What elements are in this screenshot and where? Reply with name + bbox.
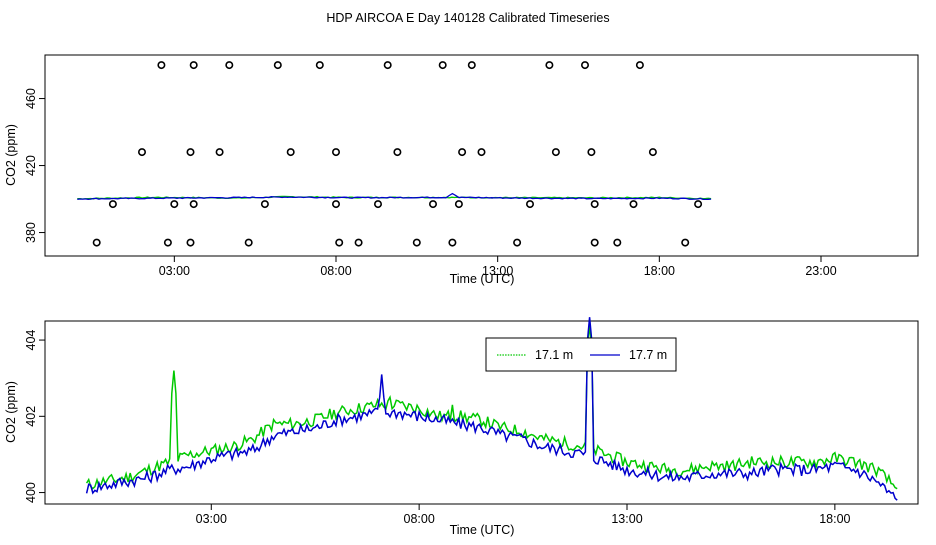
marker-point — [590, 238, 599, 247]
marker-point — [545, 61, 554, 70]
legend-label-17-1m: 17.1 m — [535, 348, 573, 362]
chart-title: HDP AIRCOA E Day 140128 Calibrated Times… — [326, 11, 609, 25]
top-series-lines — [77, 192, 712, 201]
marker-point — [189, 200, 198, 209]
top-markers — [92, 61, 703, 247]
x-tick-label: 08:00 — [320, 264, 351, 278]
marker-point — [189, 61, 198, 70]
bottom-panel: 03:00 08:00 13:00 18:00 400 402 404 Time (UTC)… — [4, 317, 919, 537]
marker-point — [163, 238, 172, 247]
x-tick-label: 03:00 — [159, 264, 190, 278]
marker-point — [587, 148, 596, 157]
y-tick-label: 404 — [24, 330, 38, 351]
marker-point — [454, 200, 463, 209]
series-line-17-7-m — [85, 317, 898, 501]
top-x-axis-label: Time (UTC) — [450, 272, 515, 286]
marker-point — [613, 238, 622, 247]
marker-point — [393, 148, 402, 157]
marker-point — [225, 61, 234, 70]
marker-point — [157, 61, 166, 70]
marker-point — [513, 238, 522, 247]
marker-point — [170, 200, 179, 209]
marker-point — [315, 61, 324, 70]
marker-point — [580, 61, 589, 70]
marker-point — [92, 238, 101, 247]
marker-point — [525, 200, 534, 209]
x-tick-label: 03:00 — [196, 512, 227, 526]
marker-point — [477, 148, 486, 157]
y-tick-label: 380 — [24, 222, 38, 243]
marker-point — [138, 148, 147, 157]
top-panel: 03:00 08:00 13:00 18:00 23:00 380 420 460 Time … — [4, 54, 919, 286]
marker-point — [244, 238, 253, 247]
marker-point — [590, 200, 599, 209]
y-tick-label: 460 — [24, 88, 38, 109]
x-tick-label: 13:00 — [611, 512, 642, 526]
marker-point — [629, 200, 638, 209]
legend-label-17-7m: 17.7 m — [629, 348, 667, 362]
y-tick-label: 400 — [24, 482, 38, 503]
bottom-series-lines — [85, 317, 898, 501]
bottom-y-axis-label: CO2 (ppm) — [4, 381, 18, 443]
marker-point — [215, 148, 224, 157]
marker-point — [108, 200, 117, 209]
marker-point — [681, 238, 690, 247]
x-tick-label: 23:00 — [805, 264, 836, 278]
x-tick-label: 18:00 — [819, 512, 850, 526]
x-tick-label: 18:00 — [644, 264, 675, 278]
marker-point — [412, 238, 421, 247]
top-axis-ticks: 03:00 08:00 13:00 18:00 23:00 380 420 460 — [24, 88, 837, 278]
marker-point — [448, 238, 457, 247]
marker-point — [260, 200, 269, 209]
marker-point — [273, 61, 282, 70]
top-y-axis-label: CO2 (ppm) — [4, 124, 18, 186]
marker-point — [428, 200, 437, 209]
bottom-x-axis-label: Time (UTC) — [450, 523, 515, 537]
marker-point — [331, 148, 340, 157]
y-tick-label: 420 — [24, 155, 38, 176]
legend-box — [485, 337, 677, 372]
marker-point — [551, 148, 560, 157]
legend: 17.1 m 17.7 m — [485, 337, 677, 372]
marker-point — [186, 238, 195, 247]
marker-point — [467, 61, 476, 70]
marker-point — [373, 200, 382, 209]
top-plot-frame — [44, 54, 919, 257]
x-tick-label: 13:00 — [482, 264, 513, 278]
marker-point — [335, 238, 344, 247]
marker-point — [186, 148, 195, 157]
marker-point — [635, 61, 644, 70]
y-tick-label: 402 — [24, 406, 38, 427]
marker-point — [438, 61, 447, 70]
marker-point — [648, 148, 657, 157]
marker-point — [286, 148, 295, 157]
marker-point — [383, 61, 392, 70]
marker-point — [694, 200, 703, 209]
bottom-plot-frame — [44, 320, 919, 505]
top-series-line-1 — [77, 192, 712, 201]
bottom-axis-ticks: 03:00 08:00 13:00 18:00 400 402 404 — [24, 330, 851, 526]
x-tick-label: 08:00 — [404, 512, 435, 526]
marker-point — [331, 200, 340, 209]
marker-point — [458, 148, 467, 157]
marker-point — [354, 238, 363, 247]
